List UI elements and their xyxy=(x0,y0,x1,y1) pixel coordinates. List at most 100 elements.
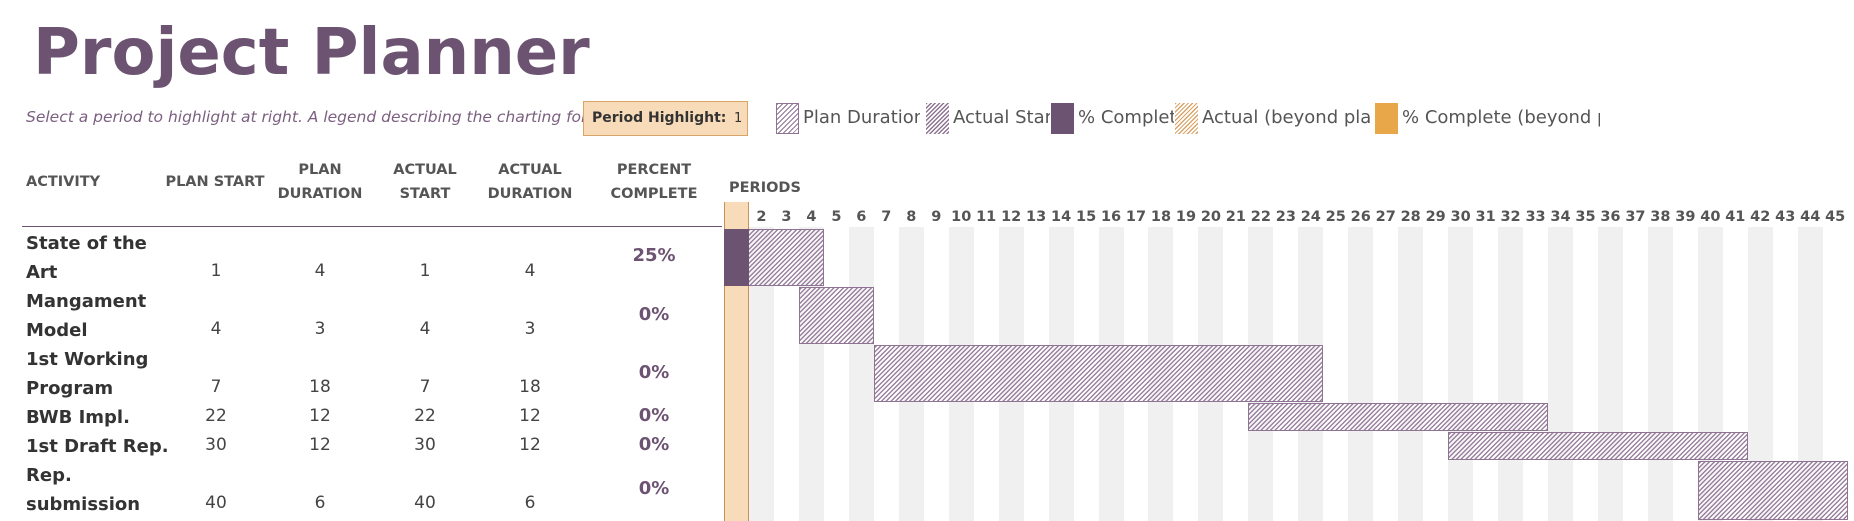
activity-name: 1st Draft Rep. xyxy=(26,432,176,461)
period-header[interactable]: 24 xyxy=(1298,207,1323,227)
cell-plan-duration: 4 xyxy=(285,261,355,281)
period-header[interactable]: 5 xyxy=(824,207,849,227)
percent-complete-beyond-plan-swatch-icon xyxy=(1375,103,1398,134)
cell-actual-start: 40 xyxy=(390,493,460,513)
percent-complete-swatch-icon xyxy=(1051,103,1074,134)
period-header[interactable]: 25 xyxy=(1323,207,1348,227)
period-column-stripe xyxy=(1548,227,1573,521)
header-activity: ACTIVITY xyxy=(26,170,100,194)
legend-label: Actual (beyond plan xyxy=(1202,107,1373,128)
period-header[interactable]: 29 xyxy=(1423,207,1448,227)
period-header[interactable]: 28 xyxy=(1398,207,1423,227)
legend-label: Plan Duration xyxy=(803,107,920,128)
header-actual-start: ACTUAL START xyxy=(385,158,465,206)
period-header[interactable]: 32 xyxy=(1498,207,1523,227)
legend-label: % Complete xyxy=(1078,107,1174,128)
period-header[interactable]: 9 xyxy=(924,207,949,227)
period-header[interactable]: 12 xyxy=(999,207,1024,227)
cell-percent-complete: 0% xyxy=(614,405,694,426)
period-column-stripe xyxy=(1448,227,1473,521)
activity-name: Rep. submission xyxy=(26,461,176,519)
period-header[interactable]: 30 xyxy=(1448,207,1473,227)
period-header[interactable]: 11 xyxy=(974,207,999,227)
actual-start-swatch-icon xyxy=(926,103,949,134)
period-highlight-field[interactable]: Period Highlight: 1 xyxy=(583,101,748,136)
period-header[interactable]: 4 xyxy=(799,207,824,227)
cell-plan-start: 1 xyxy=(181,261,251,281)
period-header[interactable]: 3 xyxy=(774,207,799,227)
period-header[interactable]: 2 xyxy=(749,207,774,227)
period-header[interactable]: 27 xyxy=(1373,207,1398,227)
cell-percent-complete: 0% xyxy=(614,304,694,325)
gantt-bar-actual xyxy=(1698,461,1848,520)
cell-percent-complete: 0% xyxy=(614,478,694,499)
period-header[interactable]: 38 xyxy=(1648,207,1673,227)
cell-plan-start: 30 xyxy=(181,435,251,455)
period-header[interactable]: 23 xyxy=(1273,207,1298,227)
cell-actual-duration: 6 xyxy=(495,493,565,513)
period-header[interactable]: 19 xyxy=(1173,207,1198,227)
period-header[interactable]: 37 xyxy=(1623,207,1648,227)
cell-actual-duration: 18 xyxy=(495,377,565,397)
cell-percent-complete: 0% xyxy=(614,434,694,455)
period-header[interactable]: 39 xyxy=(1673,207,1698,227)
cell-actual-start: 4 xyxy=(390,319,460,339)
cell-plan-duration: 6 xyxy=(285,493,355,513)
cell-actual-duration: 3 xyxy=(495,319,565,339)
period-header[interactable]: 17 xyxy=(1124,207,1149,227)
period-header[interactable]: 21 xyxy=(1223,207,1248,227)
period-header[interactable]: 15 xyxy=(1074,207,1099,227)
page-title: Project Planner xyxy=(33,14,590,92)
instruction-text: Select a period to highlight at right. A… xyxy=(26,108,625,126)
period-header[interactable]: 40 xyxy=(1698,207,1723,227)
period-column-stripe xyxy=(1498,227,1523,521)
period-header[interactable]: 35 xyxy=(1573,207,1598,227)
legend-percent-complete-beyond-plan: % Complete (beyond pl xyxy=(1375,102,1600,134)
period-header[interactable]: 13 xyxy=(1024,207,1049,227)
gantt-bar-actual xyxy=(799,287,874,344)
cell-actual-duration: 12 xyxy=(495,435,565,455)
period-header[interactable]: 43 xyxy=(1773,207,1798,227)
period-header[interactable]: 16 xyxy=(1099,207,1124,227)
period-header[interactable]: 36 xyxy=(1598,207,1623,227)
activity-name: Mangament Model xyxy=(26,287,176,345)
activity-name: BWB Impl. xyxy=(26,403,176,432)
period-header[interactable]: 42 xyxy=(1748,207,1773,227)
period-column-stripe xyxy=(1598,227,1623,521)
period-header[interactable]: 14 xyxy=(1049,207,1074,227)
period-highlight-label: Period Highlight: xyxy=(592,110,726,126)
period-header[interactable]: 8 xyxy=(899,207,924,227)
cell-plan-duration: 3 xyxy=(285,319,355,339)
gantt-bar-percent-complete xyxy=(724,229,749,286)
period-header[interactable]: 6 xyxy=(849,207,874,227)
period-header[interactable]: 10 xyxy=(949,207,974,227)
cell-actual-duration: 12 xyxy=(495,406,565,426)
header-plan-duration: PLAN DURATION xyxy=(275,158,365,206)
cell-percent-complete: 25% xyxy=(614,245,694,266)
gantt-bar-actual xyxy=(1248,403,1548,431)
period-header[interactable]: 18 xyxy=(1148,207,1173,227)
period-highlight-value[interactable]: 1 xyxy=(734,111,742,126)
activity-name: 1st Working Program xyxy=(26,345,176,403)
header-percent-complete: PERCENT COMPLETE xyxy=(604,158,704,206)
period-header[interactable]: 20 xyxy=(1198,207,1223,227)
legend-percent-complete: % Complete xyxy=(1051,102,1174,134)
legend-label: Actual Start xyxy=(953,107,1050,128)
cell-plan-duration: 18 xyxy=(285,377,355,397)
cell-actual-start: 7 xyxy=(390,377,460,397)
period-header[interactable]: 33 xyxy=(1523,207,1548,227)
period-header[interactable]: 45 xyxy=(1823,207,1848,227)
period-header[interactable]: 34 xyxy=(1548,207,1573,227)
period-header[interactable]: 22 xyxy=(1248,207,1273,227)
header-periods: PERIODS xyxy=(729,180,801,196)
period-column-stripe xyxy=(1348,227,1373,521)
cell-actual-start: 30 xyxy=(390,435,460,455)
period-header[interactable]: 41 xyxy=(1723,207,1748,227)
period-header[interactable]: 26 xyxy=(1348,207,1373,227)
period-header[interactable]: 31 xyxy=(1473,207,1498,227)
period-header[interactable]: 7 xyxy=(874,207,899,227)
gantt-bar-actual xyxy=(1448,432,1748,460)
period-header[interactable]: 44 xyxy=(1798,207,1823,227)
legend-label: % Complete (beyond pl xyxy=(1402,107,1600,128)
cell-plan-start: 40 xyxy=(181,493,251,513)
